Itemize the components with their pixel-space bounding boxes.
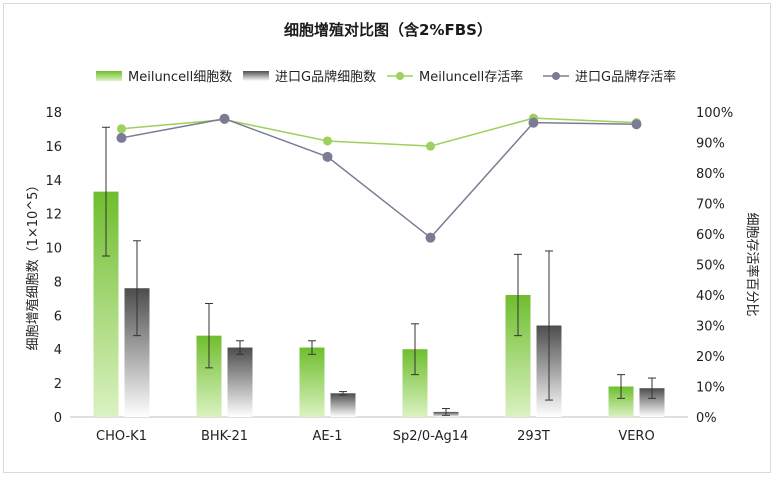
y2-axis-title: 细胞存活率百分比 [744, 212, 760, 316]
legend-swatch [243, 71, 269, 81]
x-category-label: CHO-K1 [96, 429, 147, 444]
y2-tick-label: 90% [696, 137, 725, 152]
y-tick-label: 6 [54, 309, 62, 324]
legend-label: Meiluncell存活率 [419, 69, 523, 85]
x-category-label: 293T [517, 429, 550, 444]
legend-label: Meiluncell细胞数 [128, 70, 232, 85]
point-meiluncell-0 [117, 124, 126, 134]
x-category-label: BHK-21 [201, 429, 248, 444]
y2-tick-label: 10% [696, 381, 725, 396]
y-tick-label: 14 [45, 174, 62, 189]
legend-label: 进口G品牌细胞数 [275, 69, 376, 85]
point-brand-g-1 [219, 113, 230, 124]
point-brand-g-5 [631, 119, 642, 130]
y2-tick-label: 0% [696, 411, 717, 426]
legend-label: 进口G品牌存活率 [575, 69, 676, 85]
bar-brand-g-1 [227, 347, 253, 417]
point-meiluncell-2 [323, 136, 332, 146]
y2-tick-label: 100% [696, 106, 733, 121]
line-brand-g [121, 117, 637, 239]
point-brand-g-4 [528, 117, 539, 128]
point-brand-g-3 [425, 232, 436, 243]
y2-tick-label: 30% [696, 320, 725, 335]
x-category-label: Sp2/0-Ag14 [393, 429, 469, 444]
y-tick-label: 0 [54, 411, 62, 426]
y-tick-label: 16 [45, 140, 62, 155]
point-brand-g-0 [116, 132, 127, 143]
bar-brand-g-2 [330, 393, 356, 417]
y-tick-label: 2 [54, 377, 62, 392]
point-brand-g-2 [322, 151, 333, 162]
y-tick-label: 12 [45, 208, 62, 223]
point-meiluncell-3 [426, 141, 435, 151]
legend-swatch-marker [552, 72, 560, 80]
y2-tick-label: 50% [696, 259, 725, 274]
y2-tick-label: 40% [696, 289, 725, 304]
bar-meiluncell-2 [299, 347, 325, 417]
chart-title: 细胞增殖对比图（含2%FBS） [284, 21, 492, 39]
legend-swatch [96, 71, 122, 81]
y-tick-label: 8 [54, 275, 62, 290]
y2-tick-label: 60% [696, 228, 725, 243]
y2-tick-label: 20% [696, 350, 725, 365]
y-tick-label: 18 [45, 106, 62, 121]
y-tick-label: 10 [45, 242, 62, 257]
y2-tick-label: 80% [696, 167, 725, 182]
y-tick-label: 4 [54, 343, 62, 358]
x-category-label: VERO [618, 429, 654, 444]
x-category-label: AE-1 [312, 429, 342, 444]
y-axis-title: 细胞增殖细胞数（1×10^5） [25, 179, 41, 351]
legend-swatch-marker [396, 72, 404, 80]
y2-tick-label: 70% [696, 198, 725, 213]
